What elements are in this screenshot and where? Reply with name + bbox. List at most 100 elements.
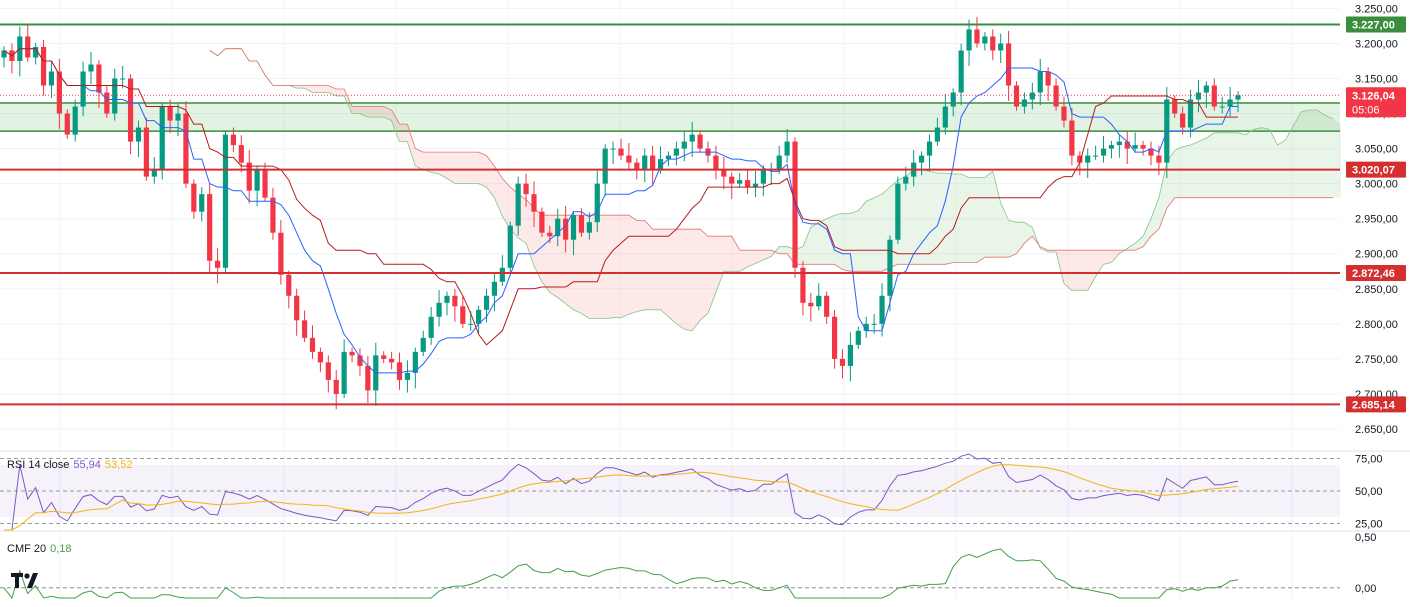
candle-body [990, 36, 996, 51]
candle-body [143, 127, 149, 177]
cloud-segment [1317, 110, 1326, 198]
candle-body [214, 260, 221, 268]
cmf-tick-label: 0,50 [1355, 532, 1376, 544]
cloud-segment [1111, 250, 1120, 263]
candle-body [681, 141, 687, 149]
level-badge-label: 2.872,46 [1352, 268, 1395, 280]
cloud-segment [1079, 250, 1088, 291]
cloud-segment [747, 250, 756, 267]
candle-body [207, 194, 213, 261]
cloud-segment [1309, 110, 1318, 198]
cloud-segment [644, 220, 653, 310]
candles [1, 16, 1241, 410]
cloud-segment [336, 89, 345, 97]
candle-body [824, 295, 830, 317]
cloud-segment [304, 85, 313, 93]
cloud-segment [961, 174, 970, 263]
cloud-segment [652, 229, 661, 310]
candle-body [539, 211, 545, 233]
candle-body [1029, 92, 1035, 100]
price-tick-label: 2.800,00 [1355, 319, 1398, 331]
rsi-line [4, 453, 1239, 531]
candle-body [737, 180, 743, 184]
cloud-segment [1071, 250, 1080, 291]
candle-body [744, 180, 751, 188]
rsi-ma-value: 53,52 [104, 459, 133, 471]
candle-body [855, 330, 861, 345]
rsi-tick-label: 25,00 [1355, 519, 1383, 531]
cloud-segment [423, 152, 432, 173]
candle-body [222, 134, 229, 268]
cloud-segment [676, 229, 685, 330]
cloud-segment [597, 215, 606, 319]
senkou-span-a [209, 48, 1334, 332]
cloud-segment [1063, 250, 1072, 291]
candle-body [942, 106, 948, 128]
cloud-segment [668, 229, 677, 324]
candle-body [1085, 155, 1091, 163]
candle-body [167, 106, 173, 121]
candle-body [309, 337, 316, 352]
current-price-label: 3.126,04 [1352, 90, 1396, 102]
candle-body [48, 71, 55, 86]
candle-body [618, 148, 624, 156]
candle-body [1219, 106, 1225, 108]
candle-body [903, 176, 909, 184]
candle-body [1069, 120, 1075, 156]
candle-body [25, 36, 31, 58]
candle-body [713, 155, 719, 170]
cloud-segment [589, 215, 598, 319]
cloud-segment [1174, 146, 1183, 198]
candle-body [88, 64, 94, 72]
candle-body [729, 176, 735, 184]
cloud-segment [1222, 132, 1231, 198]
candle-body [515, 183, 521, 226]
cloud-segment [621, 215, 629, 318]
cloud-segment [1024, 222, 1033, 244]
candle-body [357, 355, 363, 366]
cloud-segment [739, 250, 748, 272]
candle-body [317, 351, 324, 363]
candle-body [650, 155, 656, 170]
candle-body [918, 155, 925, 163]
cloud-segment [969, 177, 977, 263]
candle-body [1045, 71, 1051, 86]
cloud-segment [1166, 150, 1175, 209]
cloud-segment [763, 250, 772, 260]
rsi-tick-label: 50,00 [1355, 486, 1383, 498]
candle-body [183, 113, 189, 184]
candle-body [523, 183, 529, 195]
cloud-segment [779, 246, 788, 254]
candle-body [238, 145, 244, 163]
price-tick-label: 2.850,00 [1355, 284, 1398, 296]
candle-body [602, 148, 608, 184]
candle-body [1140, 145, 1146, 149]
candle-body [262, 169, 268, 198]
cloud-segment [320, 85, 329, 93]
cloud-segment [810, 222, 819, 265]
candle-body [808, 302, 814, 307]
candle-body [847, 344, 853, 366]
candle-body [966, 29, 972, 51]
candle-body [483, 295, 490, 310]
candle-body [476, 309, 482, 324]
candle-body [404, 372, 411, 380]
price-tick-label: 3.000,00 [1355, 179, 1398, 191]
candle-body [1013, 85, 1020, 107]
cloud-segment [850, 210, 859, 272]
cloud-segment [486, 155, 495, 198]
candle-body [151, 169, 157, 177]
candle-body [879, 295, 885, 324]
cloud-segment [715, 236, 724, 293]
candle-body [199, 194, 205, 212]
candle-body [1180, 113, 1186, 128]
cloud-segment [1048, 250, 1057, 252]
candle-body [325, 362, 331, 380]
candle-body [634, 162, 640, 170]
cloud-segment [399, 124, 408, 142]
level-badge-label: 2.685,14 [1352, 399, 1396, 411]
candle-body [1227, 99, 1233, 107]
cloud-segment [1182, 145, 1191, 198]
candle-body [1, 50, 7, 58]
